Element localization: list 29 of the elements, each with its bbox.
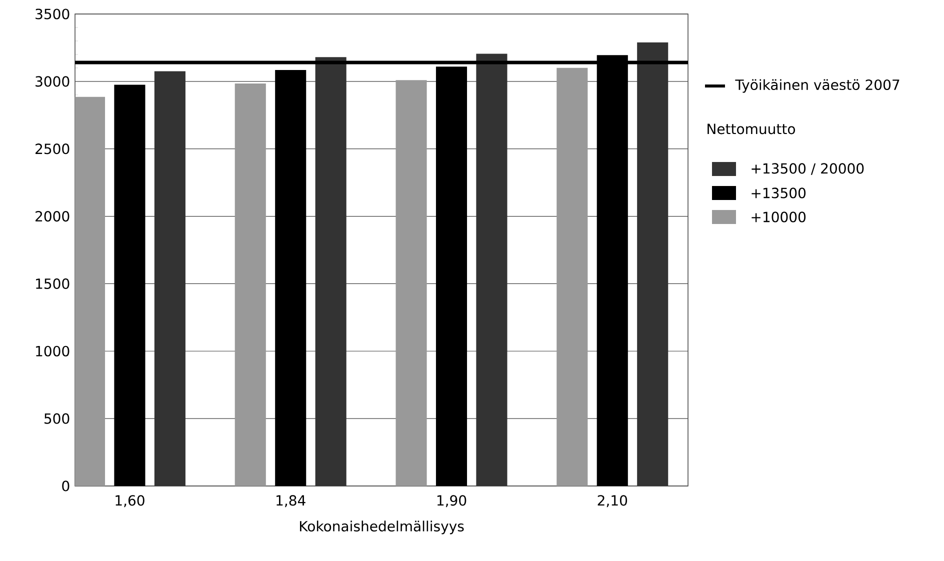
legend-label: Työikäinen väestö 2007 — [735, 79, 900, 93]
legend-title: Nettomuutto — [708, 124, 796, 134]
bar — [234, 83, 266, 486]
bar — [154, 71, 186, 486]
y-tick-label: 3500 — [36, 8, 70, 20]
x-tick-label: 2,10 — [598, 495, 628, 508]
y-tick-label: 2000 — [36, 210, 70, 222]
legend-label: +13500 / 20000 — [752, 163, 864, 175]
y-tick-label: 500 — [44, 413, 70, 424]
bar — [114, 84, 146, 486]
x-axis-title: Kokonaishedelmällisyys — [300, 520, 464, 534]
x-tick-label: 1,60 — [116, 495, 144, 508]
y-tick-label: 2500 — [36, 144, 70, 154]
y-tick-label: 1500 — [36, 278, 70, 290]
bar — [637, 42, 668, 486]
bar — [275, 70, 306, 486]
legend-label: +13500 — [752, 188, 806, 198]
bar — [436, 66, 468, 486]
legend-label: +10000 — [752, 212, 806, 222]
bar — [315, 57, 346, 486]
bar — [396, 80, 427, 486]
x-tick-label: 1,90 — [437, 495, 466, 508]
y-tick-label: 0 — [62, 480, 70, 492]
bar — [476, 54, 508, 486]
y-tick-label: 1000 — [36, 346, 70, 356]
bar — [556, 68, 588, 486]
x-tick-label: 1,84 — [276, 495, 306, 508]
y-tick-label: 3000 — [36, 76, 70, 87]
bar — [75, 96, 106, 486]
